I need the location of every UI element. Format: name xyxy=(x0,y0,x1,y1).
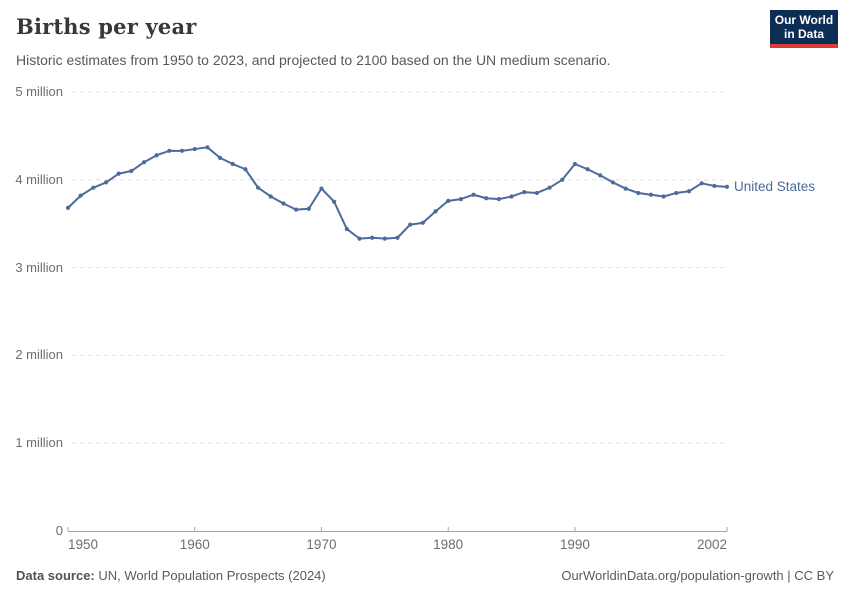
x-axis-label: 2002 xyxy=(696,537,727,552)
logo-line1: Our World xyxy=(774,12,834,27)
footer-link[interactable]: OurWorldinData.org/population-growth | C… xyxy=(561,568,834,583)
legend-label-united-states[interactable]: United States xyxy=(734,178,816,194)
x-axis-label: 1970 xyxy=(306,537,337,552)
logo-line2: in Data xyxy=(783,27,824,41)
y-axis-label: 1 million xyxy=(15,435,63,451)
data-source-note: Data source: UN, World Population Prospe… xyxy=(16,568,326,583)
y-axis-label: 3 million xyxy=(15,259,63,275)
chart-subtitle: Historic estimates from 1950 to 2023, an… xyxy=(16,52,611,68)
owid-logo[interactable]: Our World in Data xyxy=(770,10,838,48)
y-axis-label: 0 xyxy=(55,523,63,538)
chart-footer: Data source: UN, World Population Prospe… xyxy=(16,568,834,583)
y-axis-label: 4 million xyxy=(15,171,63,187)
x-axis-label: 1960 xyxy=(179,537,210,552)
page-title: Births per year xyxy=(16,14,197,39)
x-axis-label: 1950 xyxy=(68,537,99,552)
y-axis-label: 5 million xyxy=(15,84,63,99)
x-axis-label: 1990 xyxy=(559,537,590,552)
x-axis-label: 1980 xyxy=(433,537,464,552)
data-source-label: Data source: xyxy=(16,568,95,583)
data-source-value: UN, World Population Prospects (2024) xyxy=(98,568,326,583)
y-axis-label: 2 million xyxy=(15,347,63,363)
